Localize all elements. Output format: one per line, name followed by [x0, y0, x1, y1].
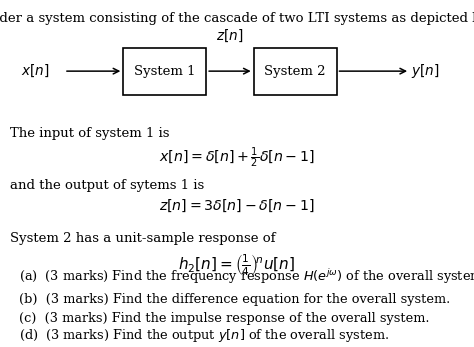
- Text: System 2: System 2: [264, 65, 326, 78]
- Text: (b)  (3 marks) Find the difference equation for the overall system.: (b) (3 marks) Find the difference equati…: [19, 293, 450, 306]
- Text: (c)  (3 marks) Find the impulse response of the overall system.: (c) (3 marks) Find the impulse response …: [19, 312, 429, 325]
- Text: $x[n] = \delta[n] + \frac{1}{2}\delta[n-1]$: $x[n] = \delta[n] + \frac{1}{2}\delta[n-…: [159, 146, 315, 170]
- Text: $y[n]$: $y[n]$: [411, 62, 440, 80]
- Text: (d)  (3 marks) Find the output $y[n]$ of the overall system.: (d) (3 marks) Find the output $y[n]$ of …: [19, 327, 389, 344]
- Text: (a)  (3 marks) Find the frequency response $H(e^{j\omega})$ of the overall syste: (a) (3 marks) Find the frequency respons…: [19, 268, 474, 286]
- Text: The input of system 1 is: The input of system 1 is: [10, 127, 170, 139]
- Text: $z[n]$: $z[n]$: [216, 28, 244, 44]
- Text: Consider a system consisting of the cascade of two LTI systems as depicted below: Consider a system consisting of the casc…: [0, 12, 474, 25]
- Text: $h_2[n] = \left(\frac{1}{4}\right)^{\!n} u[n]$: $h_2[n] = \left(\frac{1}{4}\right)^{\!n}…: [178, 252, 296, 278]
- Text: $x[n]$: $x[n]$: [21, 63, 50, 79]
- Text: $z[n] = 3\delta[n] - \delta[n-1]$: $z[n] = 3\delta[n] - \delta[n-1]$: [159, 198, 315, 214]
- Bar: [123, 48, 206, 94]
- Text: System 2 has a unit-sample response of: System 2 has a unit-sample response of: [10, 232, 276, 245]
- Text: and the output of sytems 1 is: and the output of sytems 1 is: [10, 179, 205, 192]
- Text: System 1: System 1: [134, 65, 195, 78]
- Bar: [254, 48, 337, 94]
